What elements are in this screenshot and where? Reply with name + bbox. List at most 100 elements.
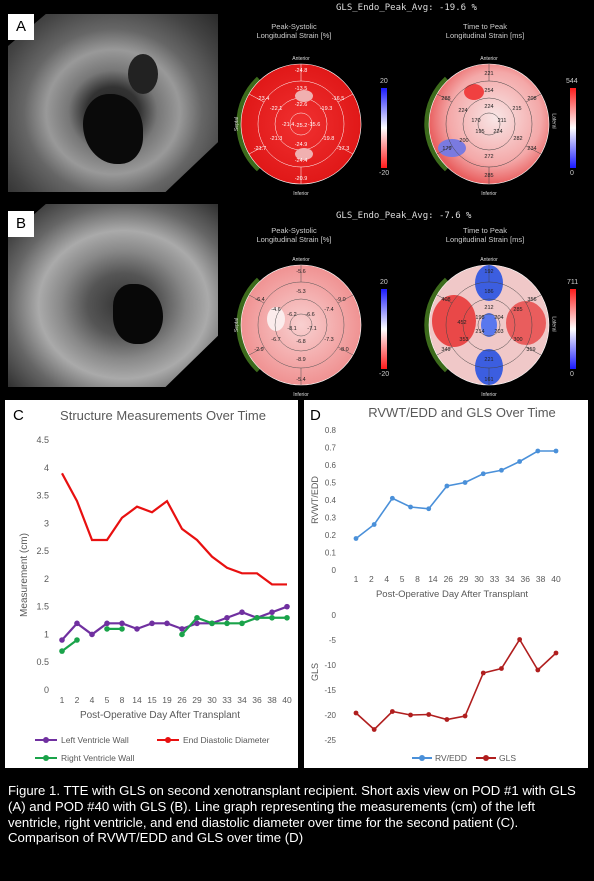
strain-value: -7.3	[324, 337, 333, 343]
orient-inferior: Inferior	[293, 191, 309, 197]
series-line	[61, 605, 288, 641]
strain-value: -24.4	[295, 158, 308, 164]
strain-value: -22.1	[270, 106, 283, 112]
strain-value: -21.3	[270, 136, 283, 142]
time-value: 203	[494, 329, 503, 335]
time-value: 300	[513, 337, 522, 343]
legend-label-rv: Right Ventricle Wall	[61, 753, 134, 763]
data-point	[119, 620, 125, 627]
x-axis-label: Post-Operative Day After Transplant	[80, 710, 240, 721]
x-tick-label: 34	[237, 695, 247, 705]
y-tick-label: -15	[324, 686, 336, 695]
data-point	[104, 620, 110, 627]
time-value: 272	[484, 154, 493, 160]
strain-value: -8.0	[339, 347, 348, 353]
strain-value: -21.4	[282, 122, 295, 128]
time-value: 204	[494, 315, 503, 321]
colorbar-max-time-b: 711	[567, 279, 579, 286]
ultrasound-image-b	[8, 204, 218, 387]
data-point	[553, 448, 559, 454]
data-point	[499, 666, 504, 671]
data-point	[194, 620, 200, 627]
y-tick-label: 0.6	[325, 461, 337, 470]
x-tick-label: 8	[120, 695, 125, 705]
panel-label-d: D	[310, 407, 321, 424]
data-point	[371, 727, 377, 732]
data-point	[389, 495, 395, 501]
data-point	[444, 717, 450, 722]
x-axis-label: Post-Operative Day After Transplant	[376, 589, 528, 600]
x-tick-label: 33	[222, 695, 232, 705]
colorbar-strain-a	[381, 88, 387, 168]
data-point	[389, 709, 395, 714]
time-value: 215	[512, 106, 521, 112]
legend-label-gls: GLS	[499, 753, 516, 763]
orient-inferior: Inferior	[481, 191, 497, 197]
x-tick-label: 8	[415, 574, 420, 584]
data-point	[179, 626, 185, 632]
time-value: 198	[475, 315, 484, 321]
colorbar-min-time-a: 0	[570, 170, 574, 177]
time-value: 221	[484, 357, 493, 363]
y-tick-label: -5	[329, 636, 337, 645]
data-point	[59, 637, 65, 643]
orient-lateral: Lateral	[550, 113, 557, 129]
x-tick-label: 29	[192, 695, 202, 705]
data-point	[462, 713, 468, 719]
time-value: 211	[498, 118, 507, 124]
strain-value: -4.6	[271, 307, 280, 313]
bullseye-strain-a: -24.8 -16.5 -17.3 -20.9 -21.7 -23.4 -13.…	[234, 56, 362, 197]
colorbar-time-b	[570, 289, 576, 369]
y-tick-label: 0.2	[325, 531, 337, 540]
x-tick-label: 1	[354, 574, 359, 584]
y-tick-label: 0.4	[325, 496, 337, 505]
strain-value: -22.6	[295, 102, 308, 108]
data-point	[426, 712, 432, 717]
time-value: 285	[513, 307, 522, 313]
x-tick-label: 2	[369, 574, 374, 584]
y-tick-label: 3.5	[36, 491, 49, 501]
time-value: 186	[484, 289, 493, 295]
colorbar-min-a: -20	[379, 170, 390, 177]
time-value: 356	[527, 297, 536, 303]
time-value: 408	[441, 297, 450, 303]
x-tick-label: 4	[384, 574, 389, 584]
data-point	[179, 631, 185, 638]
colorbar-max-b: 20	[380, 279, 388, 286]
strain-value: -20.9	[295, 176, 308, 182]
data-point	[269, 614, 275, 621]
data-point	[269, 609, 275, 616]
colorbar-time-a	[570, 88, 576, 168]
strain-value: -15.6	[308, 122, 321, 128]
x-tick-label: 5	[400, 574, 405, 584]
colorbar-strain-b	[381, 289, 387, 369]
strain-value: -13.5	[295, 86, 308, 92]
data-point	[134, 626, 140, 632]
data-point	[239, 620, 245, 627]
ultrasound-image-a	[8, 14, 218, 192]
time-value: 282	[513, 136, 522, 142]
time-value: 349	[441, 347, 450, 353]
strain-value: -6.7	[271, 337, 280, 343]
y-tick-label: 1.5	[36, 602, 49, 612]
legend-label-lv: Left Ventricle Wall	[61, 735, 129, 745]
bullseye-title-strain-a: Peak-Systolic Longitudinal Strain [%]	[256, 22, 332, 40]
x-tick-label: 40	[282, 695, 292, 705]
data-point	[462, 480, 468, 485]
strain-value: -5.3	[296, 289, 305, 295]
x-tick-label: 33	[490, 574, 500, 584]
orient-anterior: Anterior	[292, 257, 310, 263]
data-point	[74, 620, 80, 627]
data-point	[426, 506, 432, 512]
colorbar-min-b: -20	[379, 371, 390, 378]
time-value: 234	[527, 146, 536, 152]
data-point	[480, 670, 486, 676]
colorbar-min-time-b: 0	[570, 371, 574, 378]
figure-caption: Figure 1. TTE with GLS on second xenotra…	[8, 783, 576, 846]
data-point	[499, 467, 504, 473]
y-axis-label-gls: GLS	[310, 663, 320, 681]
panel-label-b: B	[8, 211, 34, 237]
strain-value: -23.4	[257, 96, 270, 102]
y-tick-label: 0	[332, 611, 337, 620]
y-tick-label: 0.7	[325, 444, 337, 453]
